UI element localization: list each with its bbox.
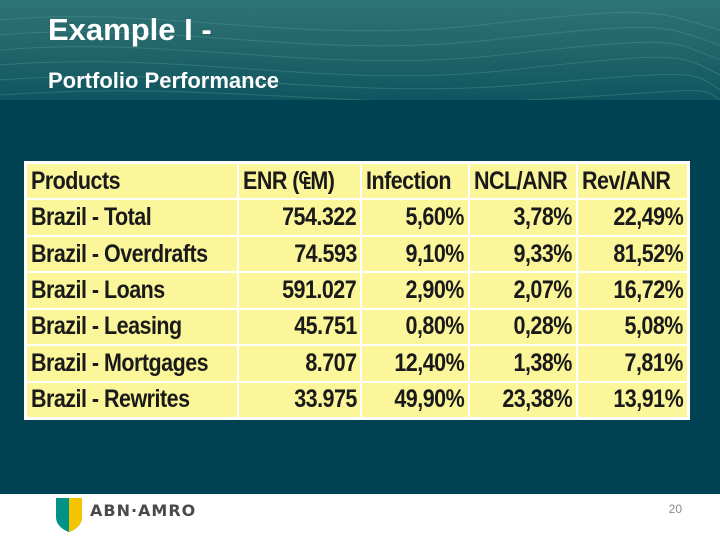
slide-header: Example I - Portfolio Performance xyxy=(0,0,720,100)
cell-infection: 0,80% xyxy=(362,309,469,345)
cell-rev-anr: 5,08% xyxy=(578,309,687,345)
cell-enr: 591.027 xyxy=(239,273,361,308)
table-header-row: Products ENR (₠M) Infection NCL/ANR Rev/… xyxy=(27,164,687,199)
cell-ncl-anr: 3,78% xyxy=(470,200,577,235)
cell-product: Brazil - Rewrites xyxy=(27,382,238,417)
cell-rev-anr: 16,72% xyxy=(578,273,687,308)
header-enr: ENR (₠M) xyxy=(239,164,361,199)
cell-ncl-anr: 1,38% xyxy=(470,346,577,381)
abn-amro-shield-icon xyxy=(56,498,82,532)
cell-rev-anr: 81,52% xyxy=(578,236,687,272)
header-infection: Infection xyxy=(362,164,469,199)
cell-ncl-anr: 0,28% xyxy=(470,309,577,345)
header-products: Products xyxy=(27,164,238,199)
page-number: 20 xyxy=(668,502,682,516)
cell-ncl-anr: 23,38% xyxy=(470,382,577,417)
cell-infection: 2,90% xyxy=(362,273,469,308)
cell-enr: 8.707 xyxy=(239,346,361,381)
slide-footer: ABN·AMRO 20 xyxy=(0,494,720,540)
cell-product: Brazil - Mortgages xyxy=(27,346,238,381)
table-row: Brazil - Total 754.322 5,60% 3,78% 22,49… xyxy=(27,200,687,235)
cell-rev-anr: 22,49% xyxy=(578,200,687,235)
table-row: Brazil - Loans 591.027 2,90% 2,07% 16,72… xyxy=(27,273,687,308)
cell-infection: 9,10% xyxy=(362,236,469,272)
table-row: Brazil - Mortgages 8.707 12,40% 1,38% 7,… xyxy=(27,346,687,381)
cell-infection: 12,40% xyxy=(362,346,469,381)
cell-enr: 45.751 xyxy=(239,309,361,345)
portfolio-table: Products ENR (₠M) Infection NCL/ANR Rev/… xyxy=(24,161,690,420)
cell-ncl-anr: 2,07% xyxy=(470,273,577,308)
cell-rev-anr: 13,91% xyxy=(578,382,687,417)
table-row: Brazil - Overdrafts 74.593 9,10% 9,33% 8… xyxy=(27,236,687,272)
cell-rev-anr: 7,81% xyxy=(578,346,687,381)
header-ncl-anr: NCL/ANR xyxy=(470,164,577,199)
logo-text: ABN·AMRO xyxy=(90,501,197,520)
cell-enr: 74.593 xyxy=(239,236,361,272)
header-wave-pattern xyxy=(0,11,720,100)
cell-product: Brazil - Leasing xyxy=(27,309,238,345)
cell-enr: 33.975 xyxy=(239,382,361,417)
slide-subtitle: Portfolio Performance xyxy=(48,68,280,93)
table-row: Brazil - Leasing 45.751 0,80% 0,28% 5,08… xyxy=(27,309,687,345)
cell-enr: 754.322 xyxy=(239,200,361,235)
table-row: Brazil - Rewrites 33.975 49,90% 23,38% 1… xyxy=(27,382,687,417)
cell-product: Brazil - Loans xyxy=(27,273,238,308)
cell-ncl-anr: 9,33% xyxy=(470,236,577,272)
slide-title: Example I - xyxy=(48,12,212,47)
header-rev-anr: Rev/ANR xyxy=(578,164,687,199)
cell-infection: 5,60% xyxy=(362,200,469,235)
cell-product: Brazil - Overdrafts xyxy=(27,236,238,272)
cell-infection: 49,90% xyxy=(362,382,469,417)
cell-product: Brazil - Total xyxy=(27,200,238,235)
